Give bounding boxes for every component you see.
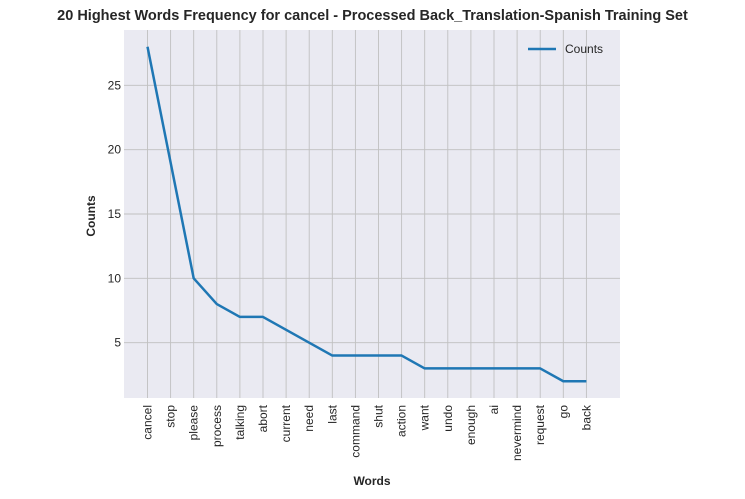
x-tick-label: action	[395, 405, 409, 437]
y-axis-label: Counts	[84, 195, 98, 237]
series-line-counts	[146, 46, 587, 383]
x-tick-label: cancel	[141, 405, 155, 440]
x-tick-label: process	[210, 405, 224, 447]
y-tick-label: 15	[108, 207, 122, 221]
x-tick-label: shut	[372, 404, 386, 427]
x-tick-label: want	[418, 404, 432, 431]
x-tick-label: ai	[487, 405, 501, 414]
x-axis-label: Words	[353, 474, 390, 488]
x-tick-label: go	[556, 405, 570, 419]
x-tick-label: please	[187, 405, 201, 441]
x-tick-label: undo	[441, 405, 455, 432]
x-tick-label: command	[348, 405, 362, 458]
grid-lines	[124, 30, 620, 398]
x-tick-label: last	[325, 404, 339, 423]
x-tick-label: current	[279, 404, 293, 442]
legend-label-counts: Counts	[565, 42, 603, 56]
y-tick-label: 5	[114, 336, 121, 350]
chart-title: 20 Highest Words Frequency for cancel - …	[57, 8, 688, 24]
x-axis-ticks: cancel stop please process talking abort curre…	[141, 404, 594, 461]
x-tick-label: stop	[164, 405, 178, 428]
x-tick-label: need	[302, 405, 316, 432]
y-tick-label: 10	[108, 271, 122, 285]
x-tick-label: talking	[233, 405, 247, 440]
x-tick-label: enough	[464, 405, 478, 445]
x-tick-label: abort	[256, 404, 270, 432]
y-tick-label: 20	[108, 143, 122, 157]
x-tick-label: back	[579, 404, 593, 430]
y-tick-label: 25	[108, 78, 122, 92]
legend: Counts	[528, 42, 603, 56]
x-tick-label: nevermind	[510, 405, 524, 461]
x-tick-label: request	[533, 404, 547, 445]
y-axis-ticks: 5 10 15 20 25	[108, 78, 122, 349]
series-group	[146, 46, 587, 383]
